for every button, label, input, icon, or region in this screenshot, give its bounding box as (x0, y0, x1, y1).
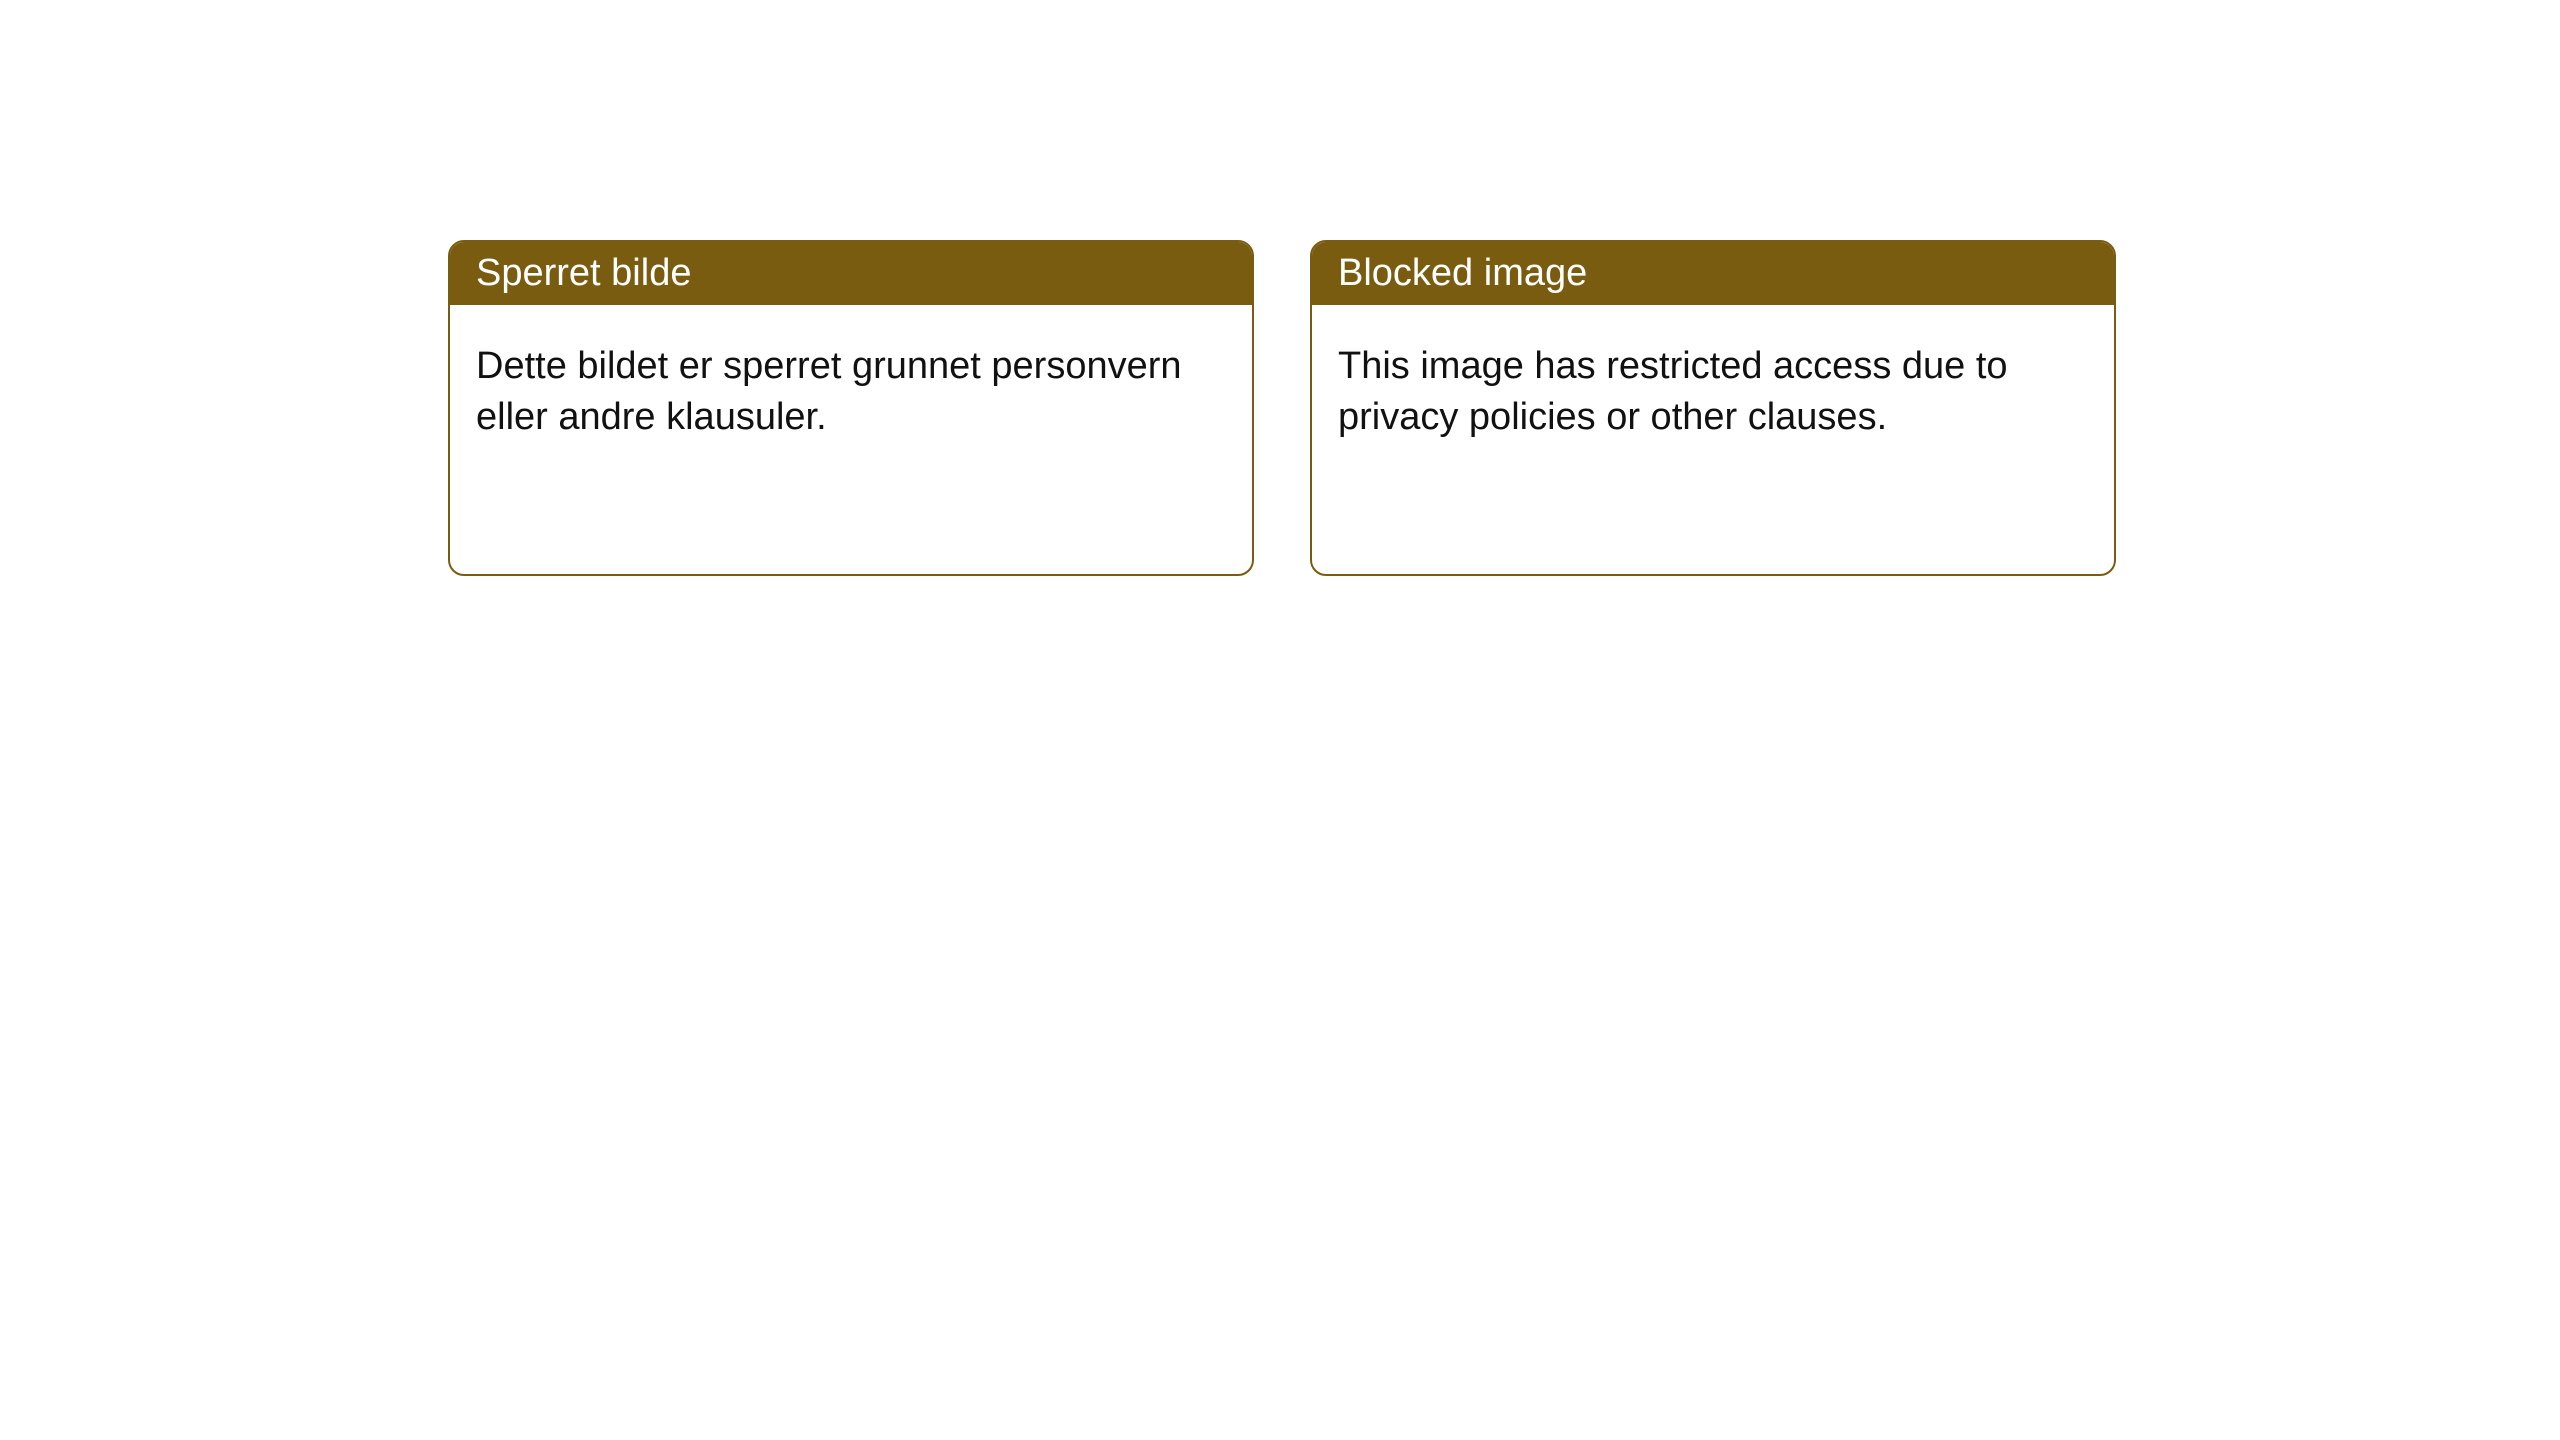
blocked-image-card-no: Sperret bilde Dette bildet er sperret gr… (448, 240, 1254, 576)
card-body-en: This image has restricted access due to … (1312, 305, 2114, 480)
card-header-en: Blocked image (1312, 242, 2114, 305)
card-body-no: Dette bildet er sperret grunnet personve… (450, 305, 1252, 480)
notice-container: Sperret bilde Dette bildet er sperret gr… (0, 0, 2560, 576)
card-header-no: Sperret bilde (450, 242, 1252, 305)
blocked-image-card-en: Blocked image This image has restricted … (1310, 240, 2116, 576)
